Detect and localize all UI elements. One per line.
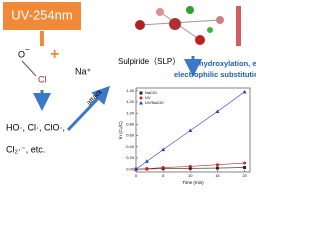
atom (195, 35, 205, 45)
banner: UV-254nm (11, 7, 72, 22)
plot-frame (135, 87, 251, 173)
y-tick-label: 1.40 (126, 88, 135, 93)
y-tick-label: 0.20 (126, 155, 135, 160)
atom (135, 20, 145, 30)
mechanism-line: hydroxylation, elimination, (199, 59, 256, 68)
bond (21, 60, 37, 77)
x-axis-label: Time (min) (182, 180, 204, 185)
charge-label: − (25, 45, 30, 54)
data-point (215, 109, 220, 114)
legend-label: UV/NaClO (145, 100, 164, 105)
graphic-abstract: UV-254nm O − Cl + Na⁺ HO·, Cl·, ClO·, Cl… (3, 2, 256, 185)
data-point (145, 167, 149, 171)
data-point (243, 161, 247, 165)
page: {"banner":"UV-254nm", "hypochlorite":{"o… (3, 2, 256, 186)
data-point (139, 91, 143, 95)
attack-label: attack (86, 88, 105, 107)
legend-label: NaClO (145, 90, 157, 95)
cation-label: Na⁺ (75, 66, 92, 76)
radicals-line: HO·, Cl·, ClO·, (6, 122, 65, 132)
y-tick-label: 0.00 (126, 166, 135, 171)
oxygen-label: O (18, 49, 25, 59)
y-tick-label: 1.00 (126, 110, 135, 115)
legend-label: UV (145, 95, 151, 100)
data-point (188, 128, 193, 133)
target-label: Sulpiride（SLP） (118, 57, 180, 66)
data-point (161, 147, 166, 152)
x-tick-label: 10 (188, 173, 193, 178)
y-tick-label: 1.20 (126, 99, 135, 104)
series-line (135, 162, 245, 170)
y-tick-label: 0.60 (126, 133, 135, 138)
data-point (134, 167, 138, 171)
atom (216, 16, 224, 24)
banner-box (3, 2, 81, 30)
mechanism-line: electrophilic substitution (174, 70, 256, 79)
data-point (242, 89, 247, 94)
data-point (215, 163, 219, 167)
atom (169, 18, 181, 30)
data-point (188, 164, 192, 168)
data-point (139, 96, 143, 100)
y-axis-label: ln (C₀/C) (118, 121, 123, 139)
attack-arrow (66, 85, 111, 132)
chlorine-label: Cl (38, 74, 47, 84)
data-point (188, 166, 192, 170)
atom (207, 27, 213, 33)
chart: 0.00 0.20 0.40 0.60 0.80 1.00 1.20 1.40 0 5 10 15 20… (118, 87, 251, 185)
x-tick-label: 20 (242, 173, 247, 178)
x-tick-label: 0 (135, 173, 138, 178)
x-tick-label: 5 (162, 173, 165, 178)
atom (186, 6, 194, 14)
colorbar (236, 6, 241, 46)
data-point (243, 166, 247, 170)
x-tick-label: 15 (215, 173, 220, 178)
radicals-line: Cl₂·⁻, etc. (6, 144, 45, 154)
plus-sign: + (50, 46, 59, 63)
atom (156, 8, 164, 16)
data-point (144, 159, 149, 163)
y-tick-label: 0.40 (126, 144, 135, 149)
data-point (161, 166, 165, 170)
data-point (139, 101, 143, 105)
molecule (135, 6, 241, 46)
y-tick-label: 0.80 (126, 121, 135, 126)
data-point (215, 166, 219, 170)
